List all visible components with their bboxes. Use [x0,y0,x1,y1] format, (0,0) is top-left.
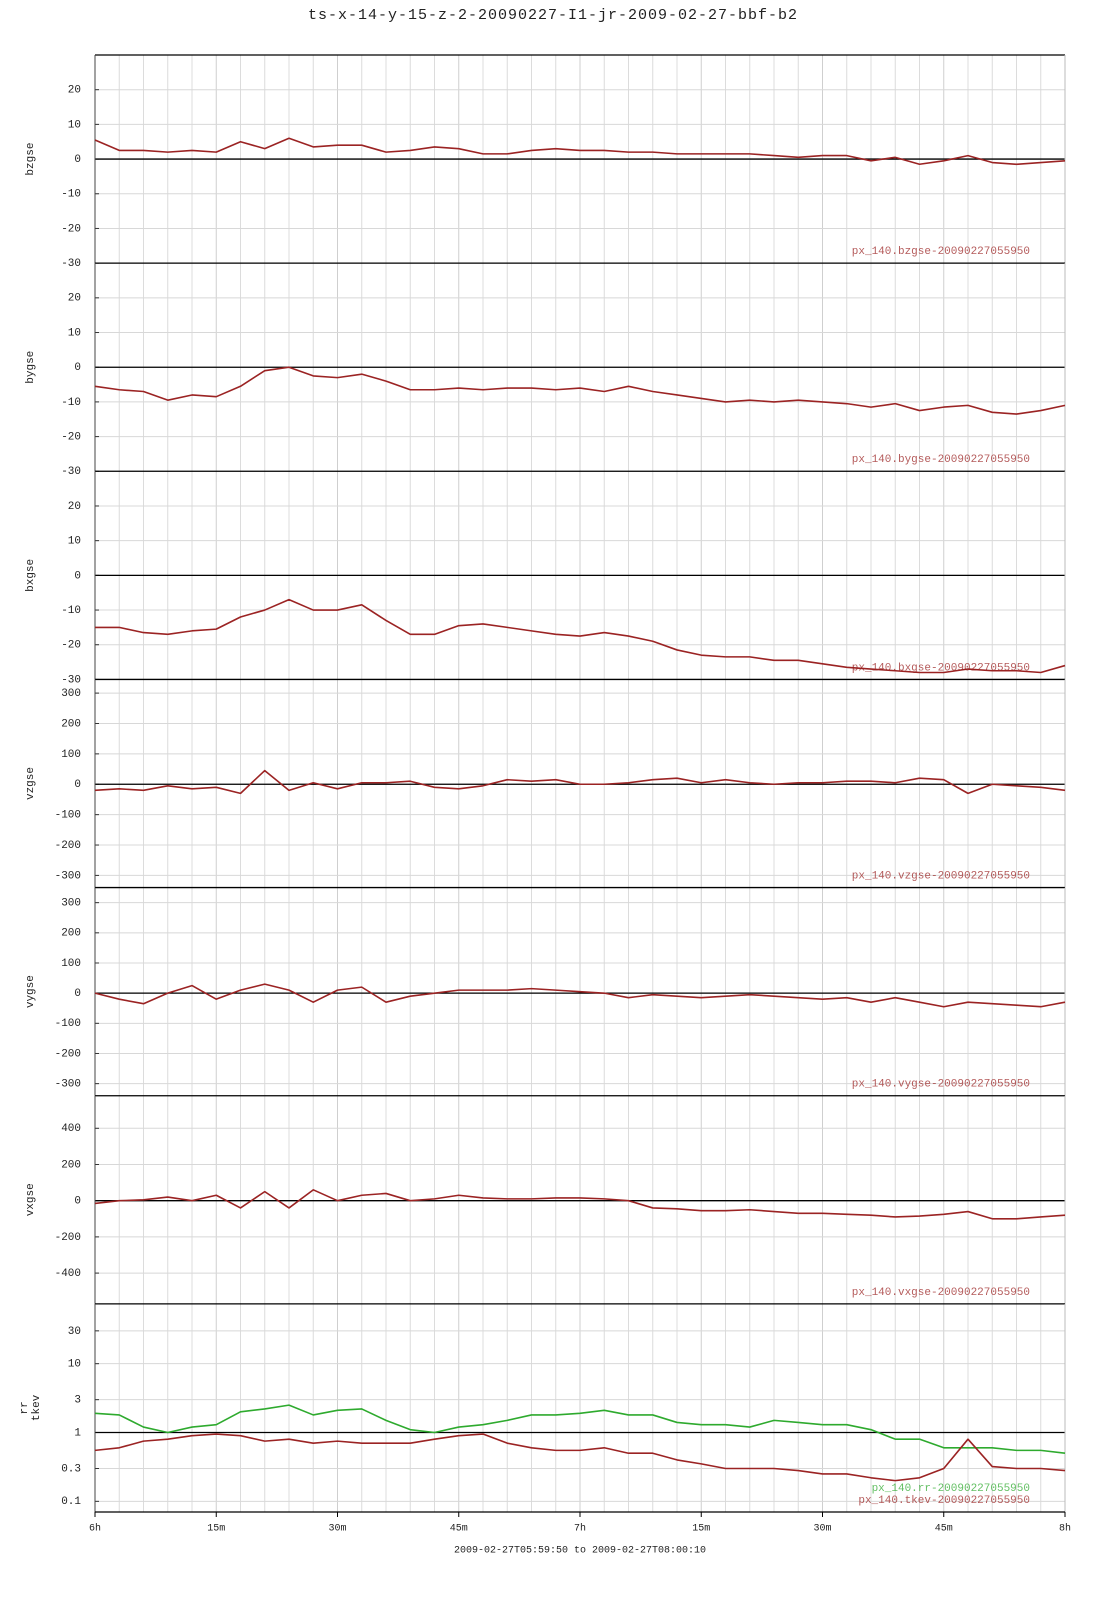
y-tick-label: 400 [61,1123,81,1135]
y-axis-label: bxgse [25,559,37,592]
x-tick-label: 30m [328,1524,346,1535]
y-tick-label: 10 [68,119,81,131]
y-axis-label: vzgse [25,767,37,800]
series-line [94,769,1066,795]
y-tick-label: 20 [68,293,81,305]
y-tick-label: -200 [55,1048,81,1060]
y-tick-label: 300 [61,688,81,700]
series-line [95,598,1066,674]
y-tick-label: -300 [55,870,81,882]
y-tick-label: -30 [61,674,81,686]
y-tick-label: -100 [55,810,81,822]
y-tick-label: 10 [68,536,81,548]
y-axis-label: vxgse [25,1183,37,1216]
y-tick-label: 200 [61,1159,81,1171]
legend-label: px_140.rr-20090227055950 [872,1483,1030,1495]
y-tick-label: 0.3 [61,1463,81,1475]
chart-title: ts-x-14-y-15-z-2-20090227-I1-jr-2009-02-… [308,7,798,24]
y-tick-label: 0 [74,988,81,1000]
x-tick-label: 15m [207,1524,225,1535]
y-tick-label: -10 [61,397,81,409]
series-line [94,137,1066,166]
x-tick-label: 45m [450,1524,468,1535]
legend-label: px_140.vzgse-20090227055950 [852,870,1030,882]
legend-label: px_140.bxgse-20090227055950 [852,662,1030,674]
y-tick-label: -20 [61,640,81,652]
y-tick-label: -300 [55,1079,81,1091]
x-tick-label: 30m [813,1524,831,1535]
y-tick-label: 0 [74,779,81,791]
legend-label: px_140.bzgse-20090227055950 [852,246,1030,258]
series-line [94,366,1066,415]
y-axis-label: vygse [25,975,37,1008]
x-tick-label: 45m [935,1524,953,1535]
y-tick-label: 0 [74,570,81,582]
series-line [94,1189,1066,1220]
y-tick-label: 300 [61,898,81,910]
y-tick-label: 100 [61,749,81,761]
y-tick-label: 20 [68,501,81,513]
y-tick-label: -30 [61,466,81,478]
series-line [94,1404,1066,1455]
y-tick-label: 10 [68,1359,81,1371]
y-tick-label: -100 [55,1018,81,1030]
x-tick-label: 7h [574,1523,586,1535]
x-tick-label: 6h [89,1523,101,1535]
legend-label: px_140.vygse-20090227055950 [852,1079,1030,1091]
y-tick-label: 200 [61,928,81,940]
legend-label: px_140.vxgse-20090227055950 [852,1287,1030,1299]
y-tick-label: -10 [61,605,81,617]
y-tick-label: -200 [55,1232,81,1244]
y-axis-label: tkev [31,1394,43,1421]
y-tick-label: 30 [68,1326,81,1338]
y-axis-label: bygse [25,351,37,384]
x-tick-label: 15m [692,1524,710,1535]
x-tick-label: 8h [1059,1523,1071,1535]
y-tick-label: 0 [74,1196,81,1208]
y-tick-label: 0 [74,362,81,374]
y-tick-label: 0 [74,154,81,166]
x-axis-label: 2009-02-27T05:59:50 to 2009-02-27T08:00:… [454,1546,706,1557]
y-tick-label: 0.1 [61,1496,81,1508]
y-tick-label: 100 [61,958,81,970]
y-tick-label: -10 [61,189,81,201]
y-tick-label: 200 [61,718,81,730]
legend-label: px_140.tkev-20090227055950 [858,1495,1030,1507]
series-line [94,1433,1066,1482]
y-axis-label: bzgse [25,143,37,176]
legend-label: px_140.bygse-20090227055950 [852,454,1030,466]
y-tick-label: -20 [61,432,81,444]
y-tick-label: -200 [55,840,81,852]
y-tick-label: 1 [74,1427,81,1439]
y-tick-label: 3 [74,1395,81,1407]
y-tick-label: 20 [68,85,81,97]
y-tick-label: -400 [55,1268,81,1280]
y-tick-label: 10 [68,327,81,339]
y-axis-label: rr [19,1401,31,1414]
series-line [94,983,1066,1008]
y-tick-label: -30 [61,258,81,270]
y-tick-label: -20 [61,223,81,235]
